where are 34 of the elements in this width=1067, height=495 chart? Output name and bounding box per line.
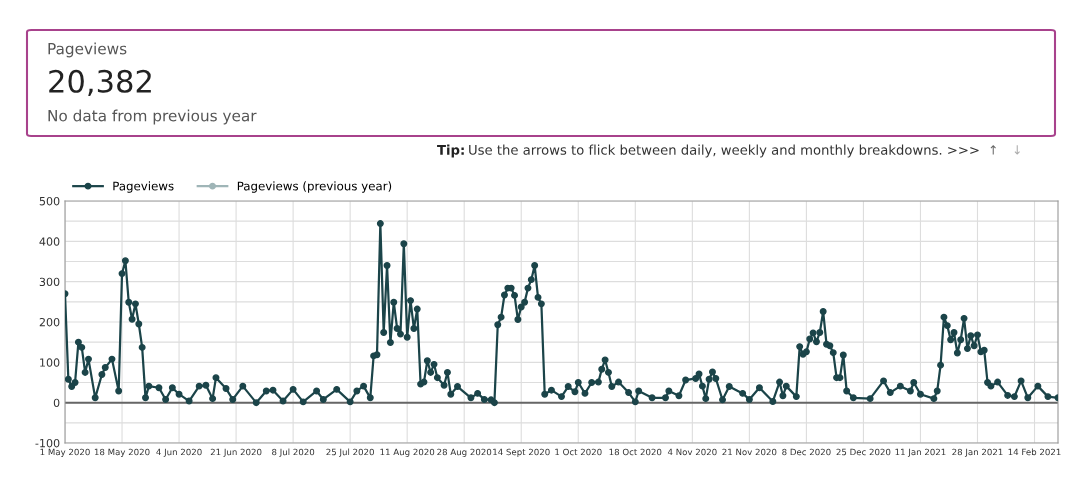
text: Tip: (437, 144, 464, 158)
x-tick-label: 25 Jul 2020 (326, 448, 374, 457)
x-tick-label: 11 Jan 2021 (895, 448, 946, 457)
x-tick-label: 21 Jun 2020 (210, 448, 262, 457)
x-tick-label: 18 Oct 2020 (609, 448, 662, 456)
text: ↑ (990, 145, 996, 155)
text: Pageviews (48, 42, 127, 58)
y-tick-label: 400 (39, 237, 60, 246)
x-tick-label: 8 Dec 2020 (782, 448, 831, 456)
x-tick-label: 8 Jul 2020 (272, 448, 315, 457)
y-tick-label: 0 (53, 398, 60, 408)
y-tick-label: 100 (40, 358, 60, 367)
x-tick-label: 18 May 2020 (94, 448, 150, 457)
x-tick-label: 28 Aug 2020 (437, 448, 492, 457)
x-tick-label: 4 Nov 2020 (667, 448, 717, 456)
y-tick-label: 300 (39, 277, 60, 287)
x-tick-label: 1 May 2020 (40, 448, 90, 457)
text: 20,382 (49, 69, 151, 96)
legend-label: Pageviews (previous year) (237, 181, 392, 193)
x-tick-label: 21 Nov 2020 (722, 448, 777, 456)
x-tick-label: 14 Feb 2021 (1008, 448, 1061, 456)
y-tick-label: 200 (39, 317, 60, 327)
text: ↓ (1014, 145, 1020, 155)
legend-label: Pageviews (113, 181, 174, 193)
text: No data from previous year (48, 109, 257, 125)
x-tick-label: 28 Jan 2021 (952, 448, 1003, 457)
y-tick-label: -100 (35, 438, 60, 448)
x-tick-label: 11 Aug 2020 (380, 448, 435, 457)
x-tick-label: 25 Dec 2020 (836, 448, 891, 456)
x-tick-label: 14 Sept 2020 (493, 448, 550, 457)
text: Use the arrows to flick between daily, weekly and monthly breakdowns. >>> (469, 144, 979, 158)
x-tick-label: 1 Oct 2020 (555, 448, 602, 456)
y-tick-label: 500 (39, 196, 60, 206)
x-tick-label: 4 Jun 2020 (156, 448, 202, 457)
